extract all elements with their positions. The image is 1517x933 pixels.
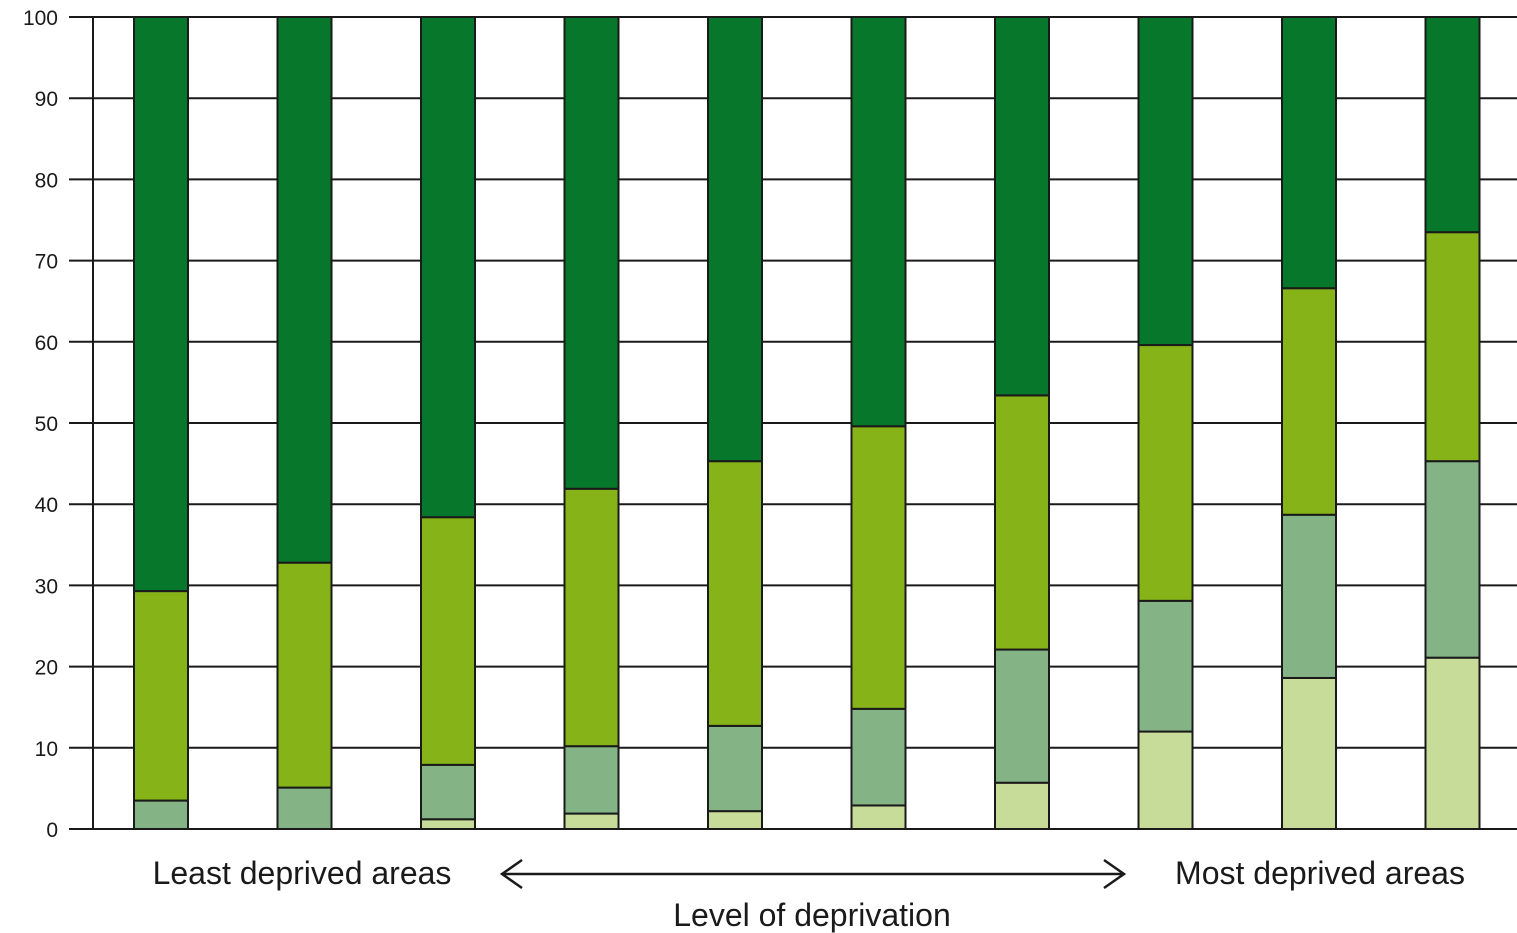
bar-segment xyxy=(1137,16,1194,347)
bar-segment xyxy=(1424,231,1481,463)
bar-stack xyxy=(1281,16,1337,831)
y-tick-label: 20 xyxy=(35,657,58,680)
bar-segment xyxy=(707,16,763,463)
bar-segment xyxy=(850,425,907,710)
y-tick-label: 50 xyxy=(35,413,58,436)
bar-stack xyxy=(1424,16,1481,831)
bar-segment xyxy=(1281,513,1337,679)
bar-segment xyxy=(850,707,907,807)
bar-segment xyxy=(420,516,476,766)
y-tick-label: 90 xyxy=(35,88,58,111)
y-tick-label: 100 xyxy=(23,7,58,30)
y-tick-label: 40 xyxy=(35,494,58,517)
bar-segment xyxy=(563,812,620,831)
bar-segment xyxy=(1424,460,1481,659)
y-tick-label: 60 xyxy=(35,332,58,355)
bar-segment xyxy=(1424,16,1481,234)
bar-segment xyxy=(133,590,189,802)
bar-stack xyxy=(133,16,189,831)
bar-segment xyxy=(420,763,476,821)
bar-stack xyxy=(420,16,476,830)
bar-stack xyxy=(1137,16,1194,830)
bar-stack xyxy=(994,16,1050,831)
bar-segment xyxy=(420,818,476,830)
bar-segment xyxy=(850,804,907,831)
bar-segment xyxy=(994,648,1050,784)
bar-segment xyxy=(1424,656,1481,831)
bar-segment xyxy=(1137,344,1194,602)
bar-stack xyxy=(850,16,907,831)
bar-stack xyxy=(563,16,620,831)
bar-segment xyxy=(994,394,1050,651)
bar-stack xyxy=(276,16,333,831)
bar-segment xyxy=(1281,16,1337,290)
bars xyxy=(133,16,1481,831)
bar-segment xyxy=(420,16,476,519)
bar-segment xyxy=(133,799,189,831)
double-arrow-icon xyxy=(499,858,1127,890)
bar-segment xyxy=(1281,676,1337,831)
y-axis-ticks: 0 10 20 30 40 50 60 70 80 90 100 xyxy=(23,7,93,842)
bar-stack xyxy=(707,16,763,830)
bar-segment xyxy=(133,16,189,593)
bar-segment xyxy=(276,16,333,564)
x-axis-label: Level of deprivation xyxy=(673,897,951,933)
bar-segment xyxy=(707,724,763,813)
bar-segment xyxy=(1137,730,1194,830)
bar-segment xyxy=(850,16,907,428)
bar-segment xyxy=(276,561,333,789)
bar-segment xyxy=(994,16,1050,397)
y-tick-label: 70 xyxy=(35,251,58,274)
y-tick-label: 0 xyxy=(46,819,58,842)
bar-segment xyxy=(707,810,763,830)
bar-segment xyxy=(563,487,620,748)
bar-segment xyxy=(707,460,763,727)
right-annotation: Most deprived areas xyxy=(1175,855,1465,891)
bar-segment xyxy=(276,786,333,831)
y-tick-label: 10 xyxy=(35,738,58,761)
bar-segment xyxy=(1281,287,1337,516)
left-annotation: Least deprived areas xyxy=(153,855,452,891)
bar-segment xyxy=(1137,599,1194,733)
y-tick-label: 30 xyxy=(35,575,58,598)
bar-segment xyxy=(563,745,620,815)
bar-segment xyxy=(994,781,1050,831)
y-tick-label: 80 xyxy=(35,169,58,192)
bar-segment xyxy=(563,16,620,490)
